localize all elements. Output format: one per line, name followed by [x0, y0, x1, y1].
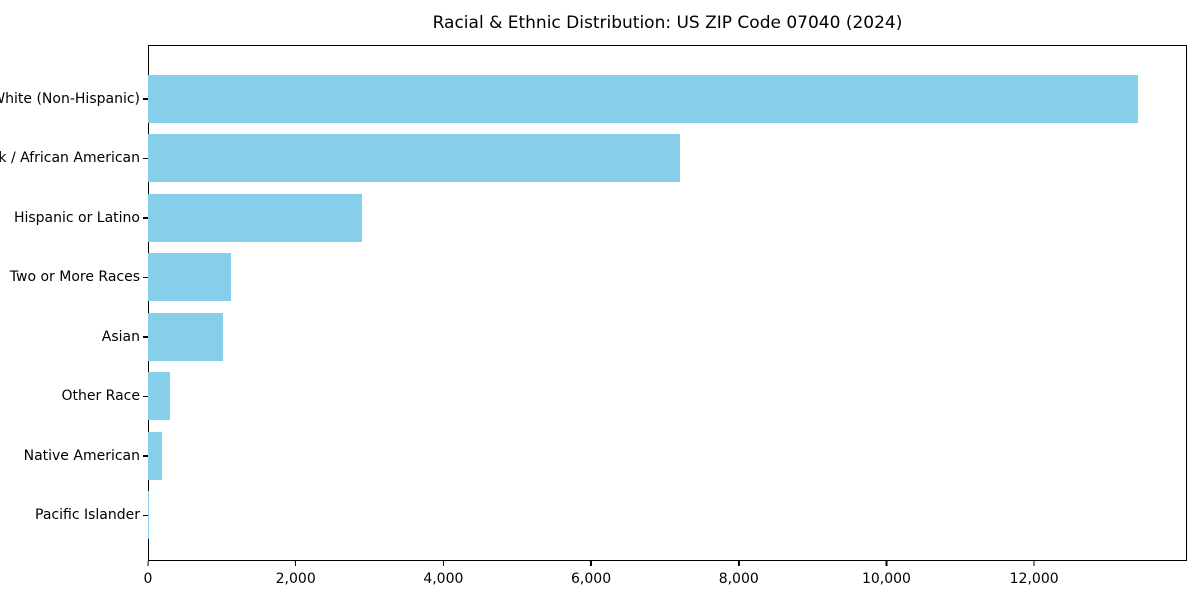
y-axis-label-native-american: Native American	[23, 447, 140, 464]
x-tick-label: 8,000	[718, 571, 759, 587]
bar-series	[148, 45, 1187, 561]
y-axis-label-white-non-hispanic: White (Non-Hispanic)	[0, 90, 140, 107]
bar-row	[148, 188, 1187, 248]
x-tick: 10,000	[862, 561, 911, 587]
x-tick-label: 12,000	[1009, 571, 1059, 587]
y-axis-row: White (Non-Hispanic)	[0, 69, 148, 129]
bar-asian	[148, 312, 223, 361]
y-axis-row: Two or More Races	[0, 248, 148, 308]
y-axis-row: Native American	[0, 426, 148, 486]
bar-row	[148, 486, 1187, 546]
bar-row	[148, 426, 1187, 486]
x-tick-mark	[442, 561, 445, 566]
bar-row	[148, 307, 1187, 367]
bar-row	[148, 129, 1187, 189]
x-tick-mark	[885, 561, 888, 566]
y-axis-label-asian: Asian	[101, 328, 140, 345]
y-axis-label-hispanic-or-latino: Hispanic or Latino	[13, 209, 140, 226]
y-tick-mark	[143, 217, 148, 219]
plot-area	[148, 45, 1187, 561]
x-tick-label: 2,000	[275, 571, 316, 587]
y-axis-row: Hispanic or Latino	[0, 188, 148, 248]
x-tick-mark	[294, 561, 297, 566]
y-tick-mark	[143, 157, 148, 159]
x-tick: 6,000	[571, 561, 611, 587]
bar-row	[148, 69, 1187, 129]
bar-hispanic-or-latino	[148, 193, 363, 242]
x-tick: 2,000	[276, 561, 316, 587]
y-axis: White (Non-Hispanic) Black / African Amer…	[0, 45, 148, 561]
y-tick-mark	[143, 98, 148, 100]
y-axis-label-pacific-islander: Pacific Islander	[35, 507, 140, 524]
bar-pacific-islander	[148, 491, 149, 540]
x-tick-mark	[1033, 561, 1035, 566]
bar-two-or-more-races	[148, 253, 232, 302]
bar-native-american	[148, 431, 163, 480]
x-tick-label: 6,000	[571, 571, 612, 587]
y-axis-row: Black / African American	[0, 129, 148, 189]
chart-title: Racial & Ethnic Distribution: US ZIP Cod…	[432, 13, 903, 33]
x-tick: 0	[143, 561, 153, 587]
y-axis-label-two-or-more-races: Two or More Races	[9, 269, 140, 286]
bar-white-non-hispanic	[148, 74, 1138, 123]
y-tick-mark	[143, 514, 148, 516]
y-tick-mark	[143, 276, 148, 278]
x-tick-mark	[590, 561, 592, 566]
x-tick: 12,000	[1010, 561, 1059, 587]
x-tick-label: 10,000	[861, 571, 911, 587]
bar-row	[148, 367, 1187, 427]
y-axis-row: Asian	[0, 307, 148, 367]
y-axis-label-other-race: Other Race	[61, 388, 140, 405]
y-tick-mark	[143, 336, 148, 338]
x-tick-mark	[147, 561, 149, 566]
x-tick-label: 4,000	[423, 571, 464, 587]
x-tick: 8,000	[719, 561, 759, 587]
x-tick: 4,000	[423, 561, 463, 587]
bar-black-african-american	[148, 134, 680, 183]
bar-other-race	[148, 372, 171, 421]
y-axis-row: Other Race	[0, 367, 148, 427]
y-axis-label-black-african-american: Black / African American	[0, 150, 140, 167]
y-axis-row: Pacific Islander	[0, 486, 148, 546]
x-tick-mark	[738, 561, 740, 566]
y-tick-mark	[143, 395, 148, 397]
x-tick-label: 0	[143, 571, 153, 587]
bar-row	[148, 248, 1187, 308]
y-tick-mark	[143, 455, 148, 457]
x-axis: 0 2,000 4,000 6,000 8,000 10,000 12,000	[144, 561, 1187, 596]
